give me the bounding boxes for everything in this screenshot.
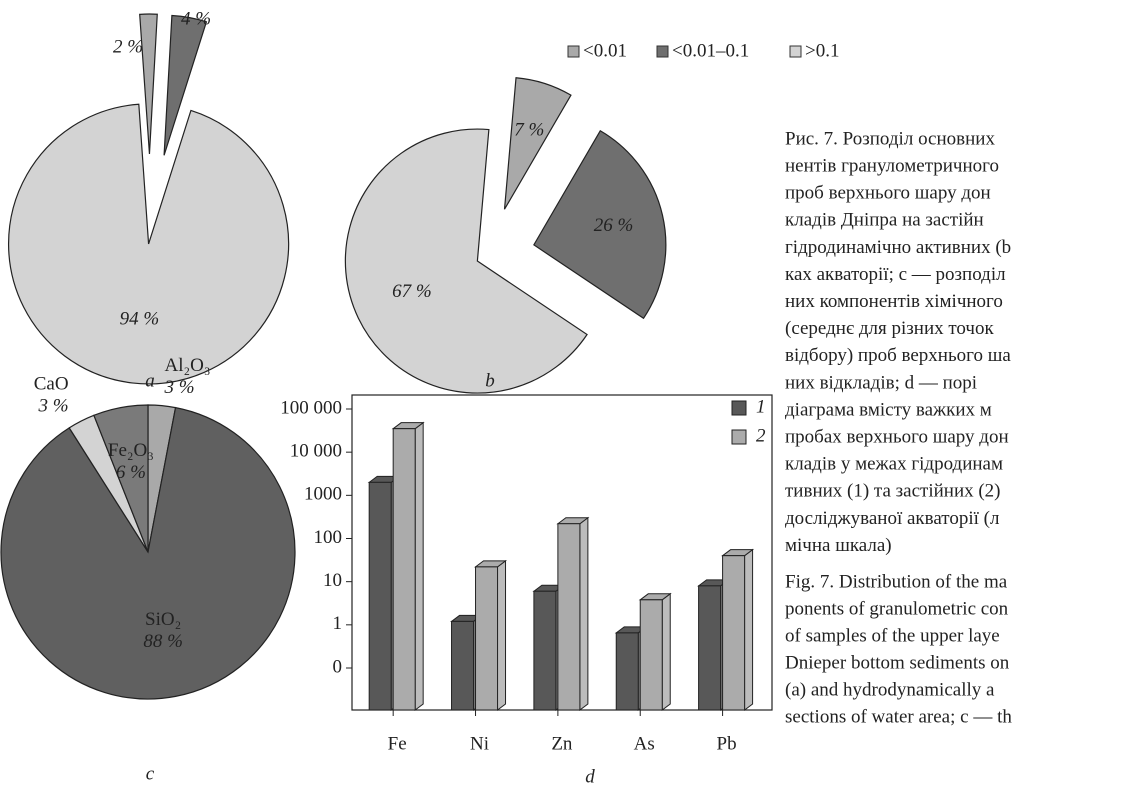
- caption-line: (a) and hydrodynamically a: [785, 679, 995, 700]
- caption-line: of samples of the upper laye: [785, 625, 1000, 646]
- legend-swatch: [789, 45, 802, 58]
- bar: [698, 585, 722, 711]
- slice-value-label: 26 %: [594, 215, 634, 236]
- y-tick-label: 10: [323, 570, 342, 591]
- legend-label: 1: [756, 396, 766, 417]
- y-tick-label: 1: [333, 613, 343, 634]
- bar: [533, 590, 557, 711]
- slice-value-label: 67 %: [392, 281, 432, 302]
- panel-label: c: [146, 763, 155, 784]
- panel-label: b: [485, 370, 495, 391]
- slice-value-label: 4 %: [181, 8, 211, 29]
- bar-side: [497, 559, 507, 711]
- slice-category: CaO: [34, 373, 69, 394]
- bar: [639, 599, 663, 711]
- caption-line: Рис. 7. Розподіл основних: [785, 128, 995, 149]
- bar: [475, 566, 499, 711]
- bar: [722, 555, 746, 711]
- slice-value-label: 7 %: [514, 120, 544, 141]
- x-tick-label: Ni: [470, 733, 489, 754]
- bar-side: [414, 421, 424, 711]
- x-tick-label: Fe: [388, 733, 407, 754]
- caption-line: діаграма вмісту важких м: [785, 399, 992, 420]
- slice-value-label: 3 %: [163, 377, 194, 398]
- bar-side: [579, 516, 589, 711]
- slice-value-label: 88 %: [143, 631, 183, 652]
- caption-line: гідродинамічно активних (b: [785, 237, 1011, 258]
- slice-value-label: 6 %: [116, 462, 146, 483]
- caption-line: (середнє для різних точок: [785, 318, 994, 339]
- pie-slice: [344, 128, 588, 394]
- legend-swatch: [656, 45, 669, 58]
- legend-swatch: [731, 429, 747, 445]
- slice-value-label: 94 %: [120, 309, 160, 330]
- bar: [451, 620, 475, 711]
- caption-line: кладів Дніпра на застійн: [785, 210, 984, 231]
- caption-line: ponents of granulometric con: [785, 598, 1009, 619]
- bar: [392, 428, 416, 711]
- legend-swatch: [731, 400, 747, 416]
- pie-slice: [139, 13, 158, 155]
- panel-label: a: [145, 370, 155, 391]
- bar: [368, 481, 392, 711]
- bar-side: [744, 548, 754, 711]
- y-tick-label: 1000: [304, 484, 342, 505]
- bar: [615, 632, 639, 711]
- slice-category: Fe₂O₃: [108, 440, 154, 461]
- bar: [557, 523, 581, 711]
- caption-line: відбору) проб верхнього ша: [785, 345, 1011, 366]
- legend-label: <0.01–0.1: [672, 40, 749, 61]
- legend-swatch: [567, 45, 580, 58]
- caption-line: кладів у межах гідродинам: [785, 454, 1003, 475]
- legend-label: >0.1: [805, 40, 839, 61]
- caption-line: нентів гранулометричного: [785, 155, 999, 176]
- y-tick-label: 10 000: [290, 441, 342, 462]
- caption-line: Dnieper bottom sediments on: [785, 652, 1010, 673]
- pie-slice: [533, 129, 667, 320]
- pie-slice: [0, 406, 296, 700]
- y-tick-label: 100: [314, 527, 343, 548]
- y-tick-label: 0: [333, 656, 343, 677]
- caption-line: тивних (1) та застійних (2): [785, 481, 1001, 502]
- caption-line: них відкладів; d — порі: [785, 372, 977, 393]
- slice-category: Al₂O₃: [164, 355, 210, 376]
- caption-line: досліджуваної акваторії (л: [785, 508, 1000, 529]
- x-tick-label: As: [634, 733, 655, 754]
- caption-line: пробах верхнього шару дон: [785, 426, 1009, 447]
- legend-label: <0.01: [583, 40, 627, 61]
- x-tick-label: Pb: [717, 733, 737, 754]
- slice-value-label: 2 %: [113, 36, 143, 57]
- legend-label: 2: [756, 425, 766, 446]
- caption-line: мічна шкала): [785, 535, 892, 556]
- caption-line: sections of water area; c — th: [785, 706, 1012, 727]
- pie-slice: [93, 404, 149, 553]
- caption-line: ках акваторії; c — розподіл: [785, 264, 1006, 285]
- bar-side: [661, 592, 671, 711]
- pie-slice: [503, 77, 572, 210]
- pie-slice: [8, 103, 290, 385]
- panel-label: d: [585, 766, 595, 787]
- slice-category: SiO₂: [145, 609, 181, 630]
- pie-slice: [163, 14, 208, 156]
- caption-line: них компонентів хімічного: [785, 291, 1003, 312]
- caption-line: Fig. 7. Distribution of the ma: [785, 571, 1008, 592]
- x-tick-label: Zn: [551, 733, 573, 754]
- slice-value-label: 3 %: [37, 395, 68, 416]
- y-tick-label: 100 000: [280, 397, 342, 418]
- caption-line: проб верхнього шару дон: [785, 183, 991, 204]
